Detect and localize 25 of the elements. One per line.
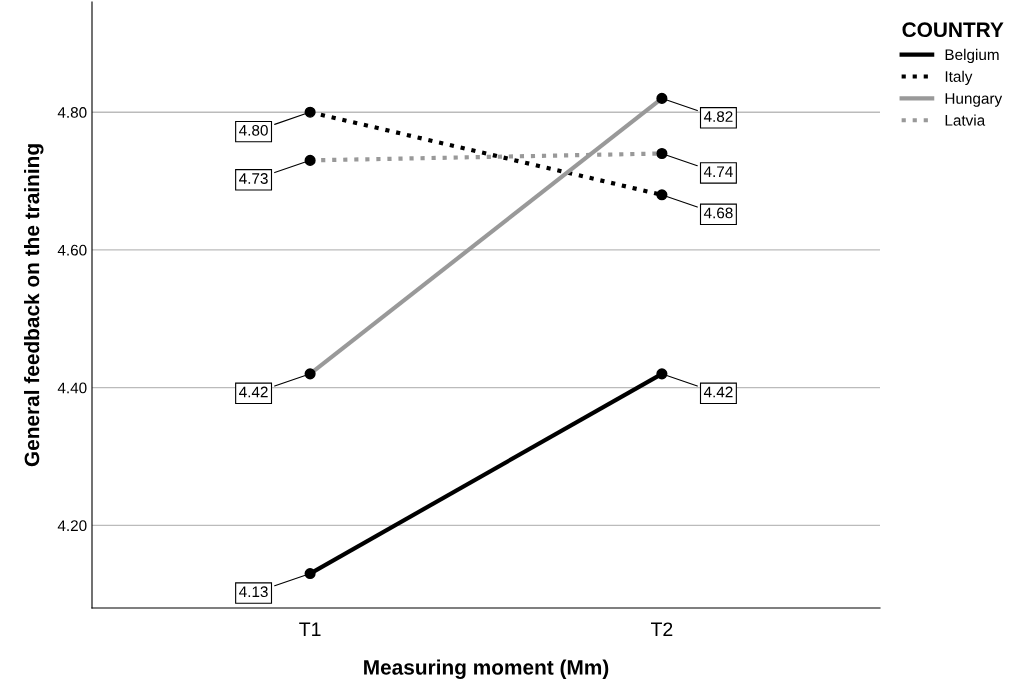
point bbox=[304, 568, 316, 580]
data-label: 4.80 bbox=[239, 124, 268, 136]
data-label: 4.42 bbox=[239, 386, 268, 398]
x-axis-title: Measuring moment (Mm) bbox=[364, 659, 609, 679]
y-axis-title: General feedback on the training bbox=[24, 144, 44, 467]
y-tick-label: 4.80 bbox=[57, 107, 87, 118]
data-label: 4.82 bbox=[703, 111, 733, 122]
data-label: 4.13 bbox=[239, 586, 268, 598]
point bbox=[304, 106, 316, 118]
legend-label: Hungary bbox=[945, 93, 1003, 107]
y-tick-label: 4.60 bbox=[57, 244, 87, 256]
y-tick-label: 4.20 bbox=[57, 520, 87, 532]
point bbox=[656, 368, 668, 380]
point bbox=[656, 189, 668, 201]
legend-label: Belgium bbox=[945, 48, 999, 64]
x-tick-label: T1 bbox=[299, 622, 321, 636]
data-label: 4.42 bbox=[703, 386, 733, 398]
y-tick-label: 4.40 bbox=[57, 382, 87, 394]
x-tick-label: T2 bbox=[650, 622, 673, 636]
data-label: 4.73 bbox=[239, 173, 268, 184]
legend-title: COUNTRY bbox=[902, 22, 1004, 38]
legend-label: Italy bbox=[945, 70, 973, 85]
legend-label: Latvia bbox=[945, 114, 986, 126]
data-label: 4.74 bbox=[703, 166, 733, 177]
data-label: 4.68 bbox=[703, 207, 733, 219]
